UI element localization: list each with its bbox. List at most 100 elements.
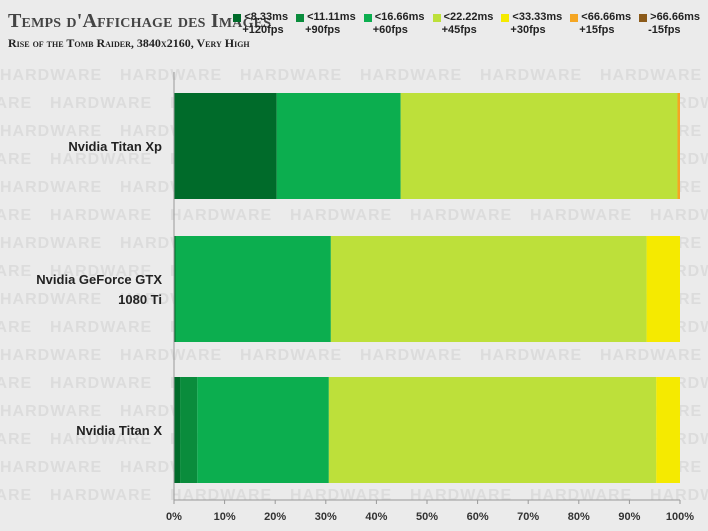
bar-segment xyxy=(276,93,401,199)
legend-swatch xyxy=(570,13,579,22)
legend-swatch xyxy=(363,13,372,22)
legend-label: <11.11ms xyxy=(307,11,356,23)
chart-legend: <8.33ms +120fps <11.11ms +90fps <16.66ms +60f… xyxy=(225,11,700,37)
bar-segment xyxy=(646,236,680,342)
watermark-text: HARDWARE xyxy=(50,319,152,336)
legend-swatch xyxy=(233,13,242,22)
legend-sublabel: +45fps xyxy=(441,24,477,36)
bar-segment xyxy=(677,93,680,199)
watermark-text: HARDWARE xyxy=(530,487,632,504)
watermark-text: HARDWARE xyxy=(50,95,152,112)
watermark-text: HARDWARE xyxy=(650,207,708,224)
bar-segment xyxy=(330,236,647,342)
watermark-text: HARDWARE xyxy=(50,487,152,504)
watermark-text: HARDWARE xyxy=(0,67,102,84)
legend-swatch xyxy=(501,13,510,22)
legend-swatch xyxy=(639,13,648,22)
watermark-text: HARDWARE xyxy=(530,207,632,224)
watermark-text: HARDWARE xyxy=(600,67,702,84)
watermark-text: HARDWARE xyxy=(600,347,702,364)
x-tick-label: 90% xyxy=(618,511,640,523)
watermark-text: HARDWARE xyxy=(360,67,462,84)
watermark-text: HARDWARE xyxy=(410,207,512,224)
legend-item: >66.66ms -15fps xyxy=(639,11,700,37)
watermark-text: HARDWARE xyxy=(50,207,152,224)
legend-item: <33.33ms +30fps xyxy=(501,11,562,37)
watermark-text: HARDWARE xyxy=(650,487,708,504)
legend-item: <16.66ms +60fps xyxy=(363,11,425,37)
legend-label: <33.33ms xyxy=(512,11,563,23)
x-tick-label: 30% xyxy=(315,511,337,523)
legend-label: >66.66ms xyxy=(650,11,700,23)
watermark-text: HARDWARE xyxy=(240,67,342,84)
watermark-text: HARDWARE xyxy=(50,431,152,448)
watermark-text: HARDWARE xyxy=(170,487,272,504)
legend-swatch xyxy=(432,13,441,22)
watermark-text: HARDWARE xyxy=(480,67,582,84)
legend-item: <8.33ms +120fps xyxy=(233,11,288,37)
watermark-text: HARDWARE xyxy=(0,487,32,504)
x-tick-label: 50% xyxy=(416,511,438,523)
category-label: Nvidia Titan Xp xyxy=(68,139,162,154)
watermark-text: HARDWARE xyxy=(0,263,32,280)
watermark-text: HARDWARE xyxy=(0,403,102,420)
legend-sublabel: +15fps xyxy=(579,24,615,36)
legend-label: <8.33ms xyxy=(244,11,289,23)
watermark-text: HARDWARE xyxy=(120,347,222,364)
watermark-text: HARDWARE xyxy=(50,151,152,168)
bar-segment xyxy=(180,377,198,483)
watermark-text: HARDWARE xyxy=(0,431,32,448)
legend-sublabel: +120fps xyxy=(242,24,284,36)
watermark-text: HARDWARE xyxy=(0,179,102,196)
watermark-text: HARDWARE xyxy=(410,487,512,504)
chart-title: Temps d'Affichage des Images xyxy=(8,10,272,32)
watermark-text: HARDWARE xyxy=(0,123,102,140)
x-tick-label: 60% xyxy=(467,511,489,523)
chart-subtitle: Rise of the Tomb Raider, 3840x2160, Very… xyxy=(8,36,250,50)
watermark-text: HARDWARE xyxy=(0,347,102,364)
watermark-text: HARDWARE xyxy=(0,95,32,112)
x-tick-label: 70% xyxy=(517,511,539,523)
bar-segment xyxy=(175,236,331,342)
legend-sublabel: +60fps xyxy=(372,24,408,36)
x-tick-label: 80% xyxy=(568,511,590,523)
watermark-text: HARDWARE xyxy=(290,207,392,224)
legend-item: <11.11ms +90fps xyxy=(296,11,356,37)
watermark-text: HARDWARE xyxy=(480,347,582,364)
watermark-text: HARDWARE xyxy=(360,347,462,364)
legend-sublabel: +90fps xyxy=(305,24,341,36)
watermark-text: HARDWARE xyxy=(240,347,342,364)
bar-segment xyxy=(174,236,176,342)
watermark-text: HARDWARE xyxy=(0,207,32,224)
watermark-text: HARDWARE xyxy=(0,291,102,308)
bar-segment xyxy=(328,377,657,483)
bar-segment xyxy=(197,377,329,483)
watermark-text: HARDWARE xyxy=(50,375,152,392)
watermark-text: HARDWARE xyxy=(0,459,102,476)
bar-segment xyxy=(400,93,678,199)
legend-item: <22.22ms +45fps xyxy=(432,11,494,37)
watermark-text: HARDWARE xyxy=(0,235,102,252)
x-tick-label: 100% xyxy=(666,511,694,523)
bar-segment xyxy=(174,93,277,199)
bar-segment xyxy=(174,377,181,483)
legend-label: <16.66ms xyxy=(374,11,425,23)
watermark-text: HARDWARE xyxy=(170,207,272,224)
watermark-text: HARDWARE xyxy=(0,375,32,392)
legend-sublabel: -15fps xyxy=(648,24,681,36)
legend-label: <66.66ms xyxy=(581,11,632,23)
watermark-text: HARDWARE xyxy=(0,319,32,336)
legend-label: <22.22ms xyxy=(443,11,494,23)
legend-sublabel: +30fps xyxy=(510,24,546,36)
legend-item: <66.66ms +15fps xyxy=(570,11,631,37)
watermark-text: HARDWARE xyxy=(50,263,152,280)
x-tick-label: 40% xyxy=(365,511,387,523)
category-label: Nvidia GeForce GTX xyxy=(36,272,162,287)
category-label: 1080 Ti xyxy=(118,292,162,307)
legend-swatch xyxy=(296,13,305,22)
bar-segment xyxy=(656,377,680,483)
x-tick-label: 10% xyxy=(214,511,236,523)
watermark-text: HARDWARE xyxy=(120,67,222,84)
x-tick-label: 20% xyxy=(264,511,286,523)
